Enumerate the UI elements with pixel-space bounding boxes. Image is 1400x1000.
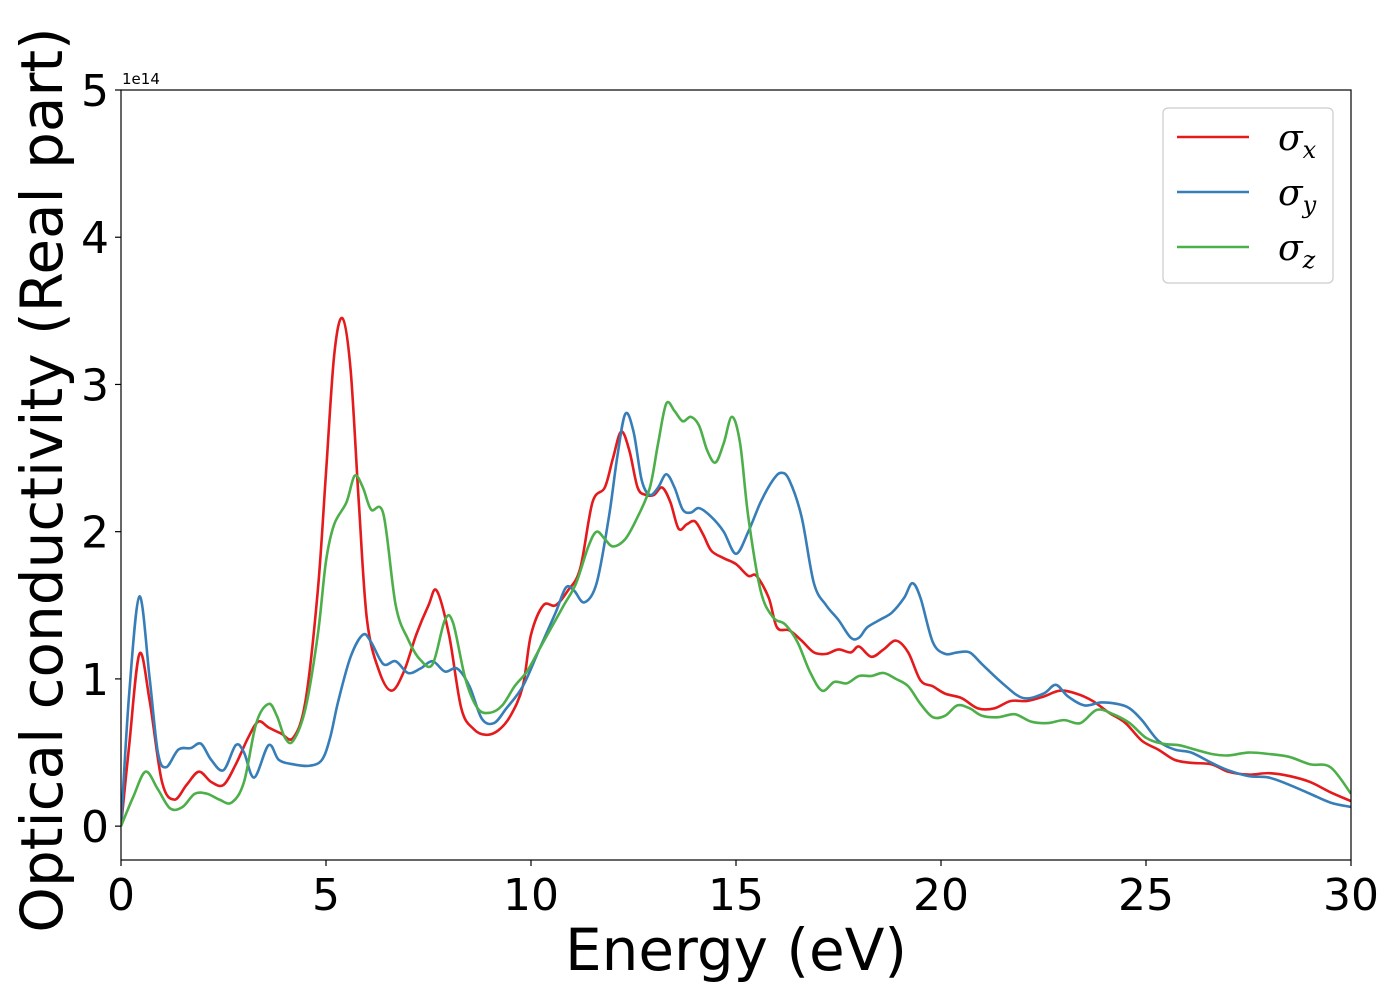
series-line-x (121, 316, 1351, 827)
legend-label-z: σz (1278, 228, 1316, 274)
legend-label-x: σx (1278, 118, 1317, 164)
x-axis-title: Energy (eV) (565, 916, 907, 984)
y-tick-label: 4 (81, 213, 109, 264)
series-layer (121, 316, 1351, 827)
y-tick-label: 0 (81, 802, 109, 853)
y-axis-ticks: 0 1 2 3 4 5 (81, 66, 121, 853)
series-line-z (121, 400, 1351, 827)
x-tick-label: 0 (107, 870, 135, 921)
legend: σx σy σz (1162, 107, 1334, 284)
y-offset-label: 1e14 (122, 70, 160, 88)
y-tick-label: 1 (81, 655, 109, 706)
x-tick-label: 30 (1323, 870, 1379, 921)
series-line-y (121, 411, 1351, 827)
x-tick-label: 20 (913, 870, 969, 921)
legend-box (1162, 107, 1334, 284)
x-tick-label: 15 (708, 870, 764, 921)
y-axis-title: Optical conductivity (Real part) (8, 27, 76, 932)
y-tick-label: 2 (81, 508, 109, 559)
legend-label-y: σy (1278, 173, 1317, 219)
y-tick-label: 5 (81, 66, 109, 117)
x-tick-label: 25 (1118, 870, 1174, 921)
x-tick-label: 5 (312, 870, 340, 921)
y-tick-label: 3 (81, 360, 109, 411)
x-axis-ticks: 0 5 10 15 20 25 30 (107, 860, 1379, 921)
x-tick-label: 10 (503, 870, 559, 921)
